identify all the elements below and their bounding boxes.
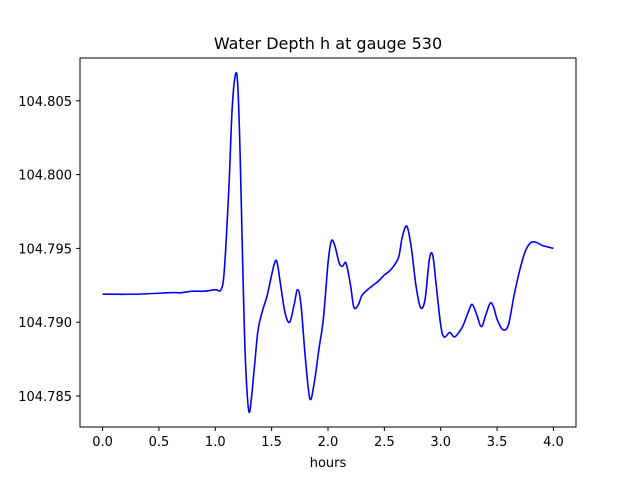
x-tick-label: 3.0	[430, 435, 451, 450]
x-tick-label: 2.5	[374, 435, 395, 450]
x-tick-label: 0.5	[149, 435, 170, 450]
x-tick-label: 0.0	[92, 435, 113, 450]
x-axis-label: hours	[310, 456, 347, 471]
plot-area	[102, 71, 554, 414]
series-line	[102, 71, 554, 414]
x-axis-ticks: 0.0 0.5 1.0 1.5 2.0 2.5 3.0 3.5 4.0	[92, 427, 564, 450]
x-tick-label: 2.0	[318, 435, 339, 450]
y-tick-label: 104.805	[18, 95, 72, 110]
x-tick-label: 3.5	[487, 435, 508, 450]
y-tick-label: 104.785	[18, 390, 72, 405]
x-tick-label: 4.0	[543, 435, 564, 450]
x-tick-label: 1.0	[205, 435, 226, 450]
axes-frame	[79, 57, 577, 428]
y-tick-label: 104.795	[18, 242, 72, 257]
y-tick-label: 104.790	[18, 316, 72, 331]
y-tick-label: 104.800	[18, 169, 72, 184]
chart-title: Water Depth h at gauge 530	[214, 34, 442, 53]
x-tick-label: 1.5	[261, 435, 282, 450]
y-axis-ticks: 104.785 104.790 104.795 104.800 104.805	[18, 95, 80, 405]
